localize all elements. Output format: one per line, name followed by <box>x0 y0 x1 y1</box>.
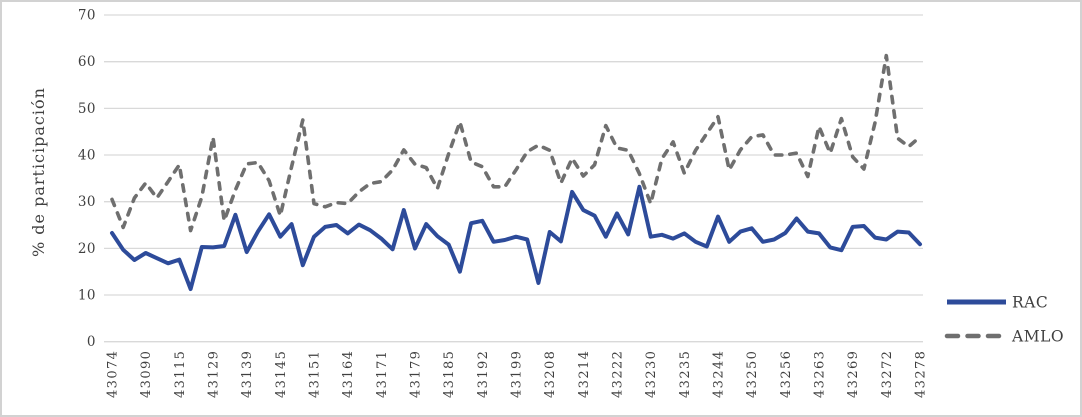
y-tick-label: 60 <box>78 54 96 70</box>
x-tick-label: 43179 <box>409 350 424 398</box>
amlo-series-line <box>110 53 922 233</box>
x-tick-label: 43250 <box>745 350 760 398</box>
y-tick-label: 20 <box>78 241 96 257</box>
y-tick-label: 30 <box>78 194 96 210</box>
y-tick-label: 0 <box>87 334 96 350</box>
legend-amlo-label: AMLO <box>1011 328 1064 346</box>
x-tick-label: 43199 <box>510 350 525 398</box>
x-tick-label: 43171 <box>375 350 390 398</box>
x-tick-label: 43090 <box>139 350 154 398</box>
x-tick-label: 43272 <box>880 350 895 398</box>
x-tick-label: 43115 <box>173 350 188 398</box>
x-tick-label: 43164 <box>341 350 356 398</box>
x-tick-label: 43222 <box>611 350 626 398</box>
y-tick-label: 10 <box>78 288 96 304</box>
x-tick-label: 43244 <box>712 350 727 398</box>
x-tick-label: 43278 <box>914 350 929 398</box>
x-tick-label: 43139 <box>240 350 255 398</box>
x-tick-label: 43214 <box>577 350 592 398</box>
x-tick-label: 43235 <box>678 350 693 398</box>
x-tick-label: 43263 <box>813 350 828 398</box>
x-tick-label: 43145 <box>274 350 289 398</box>
y-tick-label: 40 <box>78 148 96 164</box>
x-tick-label: 43208 <box>543 350 558 398</box>
legend-rac-label: RAC <box>1012 294 1048 312</box>
x-tick-label: 43185 <box>442 350 457 398</box>
rac-series-line <box>110 184 922 291</box>
x-tick-label: 43074 <box>106 350 121 398</box>
y-axis-title: % de participación <box>29 87 48 257</box>
x-tick-label: 43269 <box>846 350 861 398</box>
x-tick-label: 43230 <box>644 350 659 398</box>
x-tick-label: 43129 <box>207 350 222 398</box>
x-tick-label: 43192 <box>476 350 491 398</box>
x-tick-label: 43151 <box>308 350 323 398</box>
y-tick-label: 50 <box>78 101 96 117</box>
x-tick-label: 43256 <box>779 350 794 398</box>
y-tick-label: 70 <box>78 8 96 24</box>
